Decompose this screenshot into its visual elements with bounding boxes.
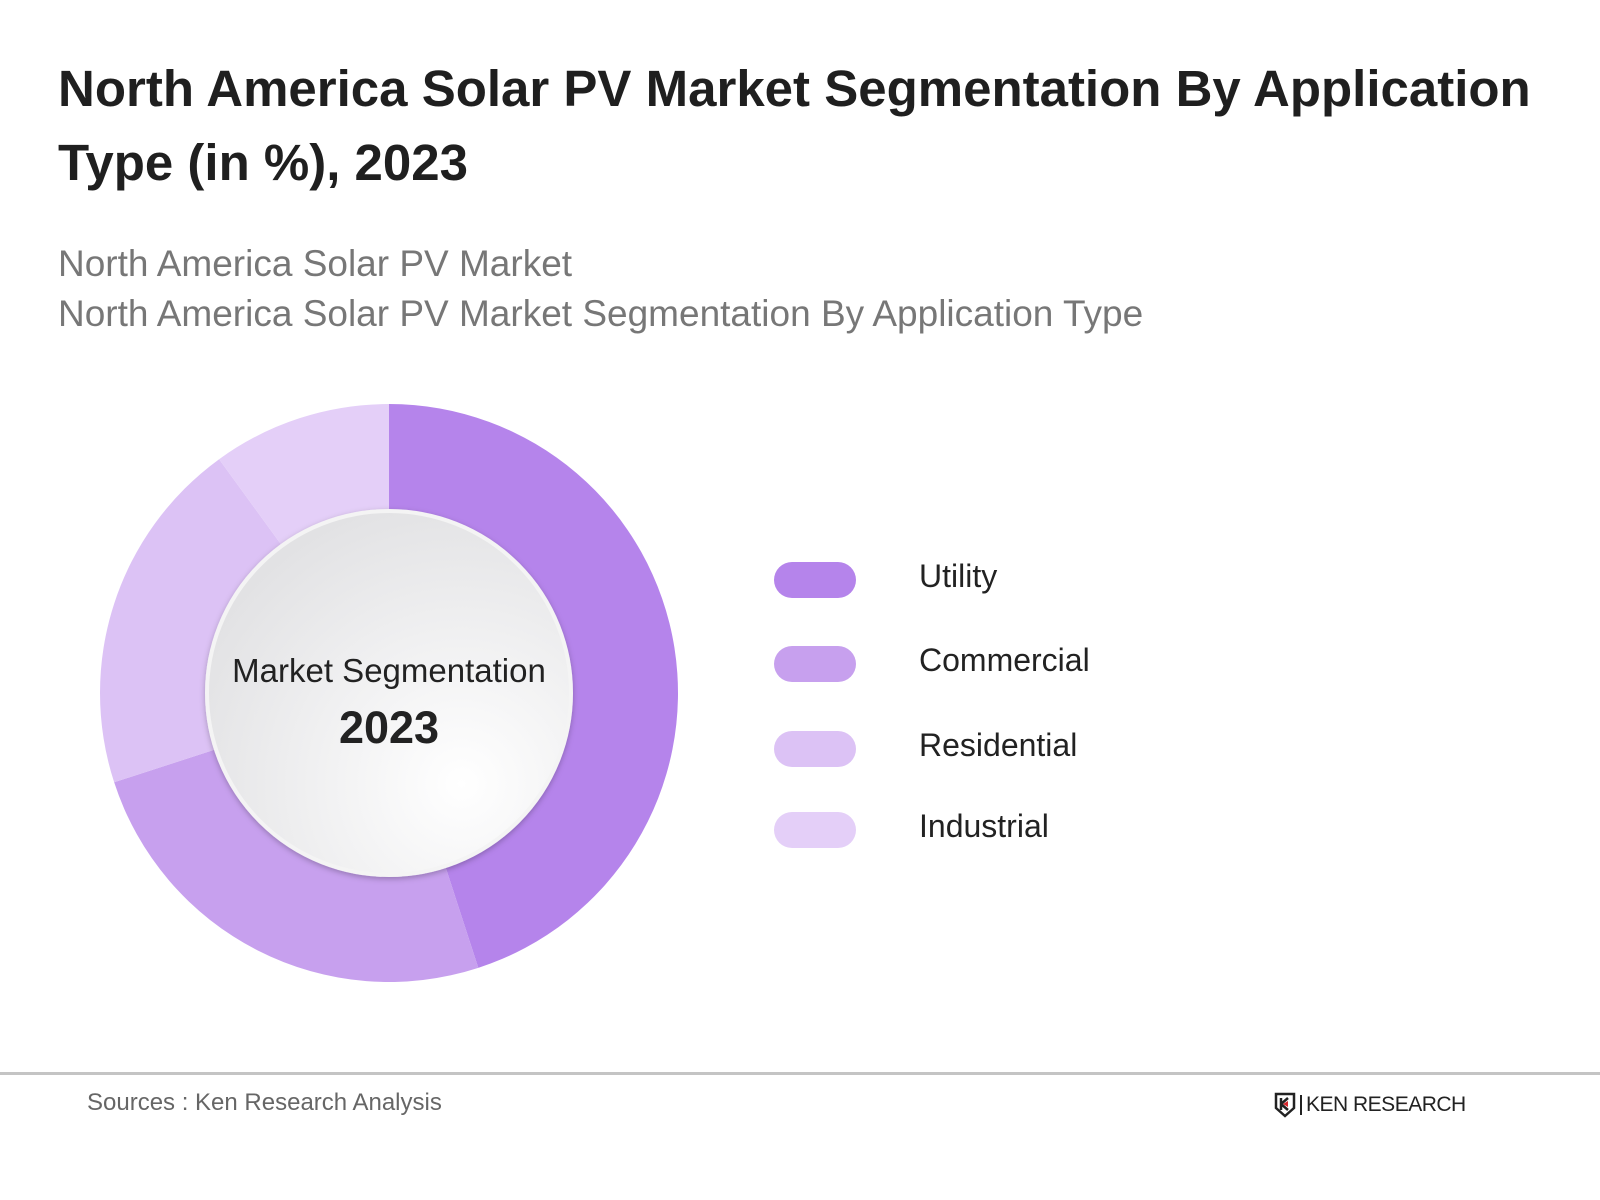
legend-swatch: [774, 731, 856, 767]
legend-item-commercial: Commercial: [774, 642, 1274, 684]
legend-swatch: [774, 562, 856, 598]
legend-label: Utility: [919, 558, 998, 594]
slice-commercial: [114, 748, 479, 982]
source-note: Sources : Ken Research Analysis: [87, 1089, 442, 1116]
slice-residential: [100, 459, 284, 783]
legend-label: Residential: [919, 727, 1078, 763]
ken-research-logo-icon: [1274, 1092, 1296, 1118]
legend-label: Industrial: [919, 808, 1049, 844]
legend-label: Commercial: [919, 642, 1090, 678]
logo-divider: [1300, 1095, 1302, 1115]
center-label: Market Segmentation: [232, 652, 546, 689]
legend-swatch: [774, 812, 856, 848]
subtitle-market: North America Solar PV Market: [58, 243, 573, 284]
legend-item-industrial: Industrial: [774, 808, 1274, 850]
legend-item-residential: Residential: [774, 727, 1274, 769]
center-year: 2023: [338, 702, 440, 753]
donut-chart: [100, 404, 679, 982]
legend-swatch: [774, 646, 856, 682]
logo-text: KEN RESEARCH: [1306, 1093, 1466, 1116]
legend-item-utility: Utility: [774, 558, 1274, 600]
ken-research-logo: KEN RESEARCH: [1274, 1092, 1466, 1118]
footer-divider: [0, 1072, 1600, 1075]
subtitle-segmentation: North America Solar PV Market Segmentati…: [58, 293, 1144, 334]
donut-center-disc: [205, 509, 573, 877]
slice-industrial: [219, 404, 389, 548]
slice-utility: [389, 404, 679, 968]
page-title: North America Solar PV Market Segmentati…: [58, 60, 1531, 191]
